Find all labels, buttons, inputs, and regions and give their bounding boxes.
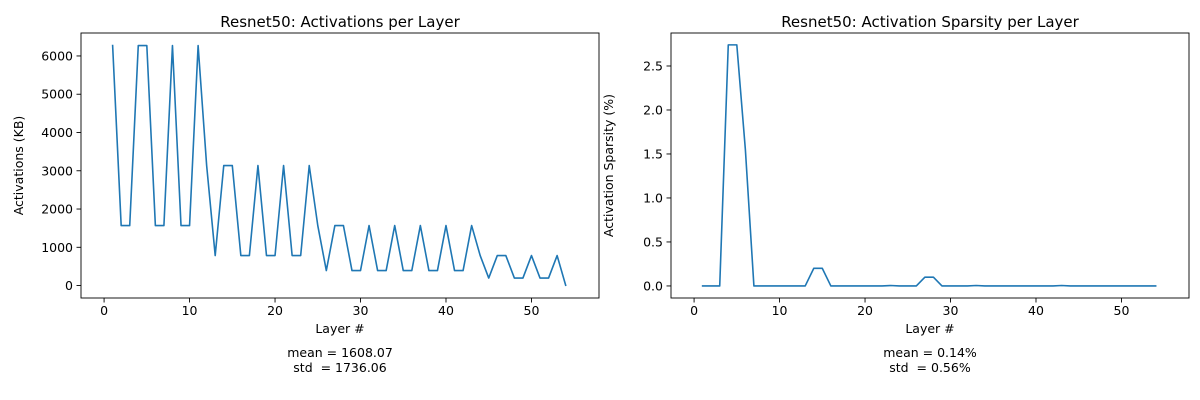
- x-tick-label: 0: [100, 303, 108, 318]
- y-tick-label: 2.0: [643, 102, 663, 117]
- x-tick-label: 40: [1028, 303, 1044, 318]
- x-tick-label: 10: [182, 303, 198, 318]
- data-line: [111, 44, 567, 287]
- y-tick-label: 1.0: [643, 190, 663, 205]
- y-tick-label: 0: [65, 278, 73, 293]
- mean-annotation: mean = 1608.07: [287, 345, 393, 360]
- y-tick-label: 2.5: [643, 58, 663, 73]
- x-tick-label: 20: [857, 303, 873, 318]
- x-tick-label: 10: [772, 303, 788, 318]
- std-annotation: std = 0.56%: [889, 360, 971, 375]
- x-tick-label: 30: [943, 303, 959, 318]
- y-tick-label: 2000: [41, 202, 73, 217]
- y-axis-label: Activation Sparsity (%): [601, 94, 616, 237]
- x-tick-label: 50: [524, 303, 540, 318]
- y-tick-label: 0.0: [643, 278, 663, 293]
- x-tick-label: 30: [353, 303, 369, 318]
- y-tick-label: 1.5: [643, 146, 663, 161]
- x-axis-label: Layer #: [315, 321, 364, 336]
- data-line: [701, 44, 1157, 287]
- x-tick-label: 50: [1114, 303, 1130, 318]
- chart-panel-1: 0 10 20 30 40 50 0 1000 2000 3000 4000 5000 6000 Resn…: [11, 13, 600, 375]
- y-tick-label: 1000: [41, 240, 73, 255]
- axes-frame: [670, 32, 1190, 299]
- y-tick-label: 5000: [41, 87, 73, 102]
- y-tick-label: 3000: [41, 163, 73, 178]
- mean-annotation: mean = 0.14%: [883, 345, 977, 360]
- y-tick-label: 6000: [41, 48, 73, 63]
- y-axis-label: Activations (KB): [11, 116, 26, 216]
- y-tick-label: 0.5: [643, 234, 663, 249]
- axes-frame: [80, 32, 600, 299]
- x-tick-label: 20: [267, 303, 283, 318]
- chart-title: Resnet50: Activation Sparsity per Layer: [781, 13, 1079, 31]
- chart-title: Resnet50: Activations per Layer: [220, 13, 460, 31]
- chart-panel-2: 0 10 20 30 40 50 0.0 0.5 1.0 1.5 2.0 2.5 Resnet50: A…: [601, 13, 1190, 375]
- x-axis-label: Layer #: [905, 321, 954, 336]
- x-tick-label: 40: [438, 303, 454, 318]
- x-tick-label: 0: [690, 303, 698, 318]
- y-tick-label: 4000: [41, 125, 73, 140]
- std-annotation: std = 1736.06: [293, 360, 386, 375]
